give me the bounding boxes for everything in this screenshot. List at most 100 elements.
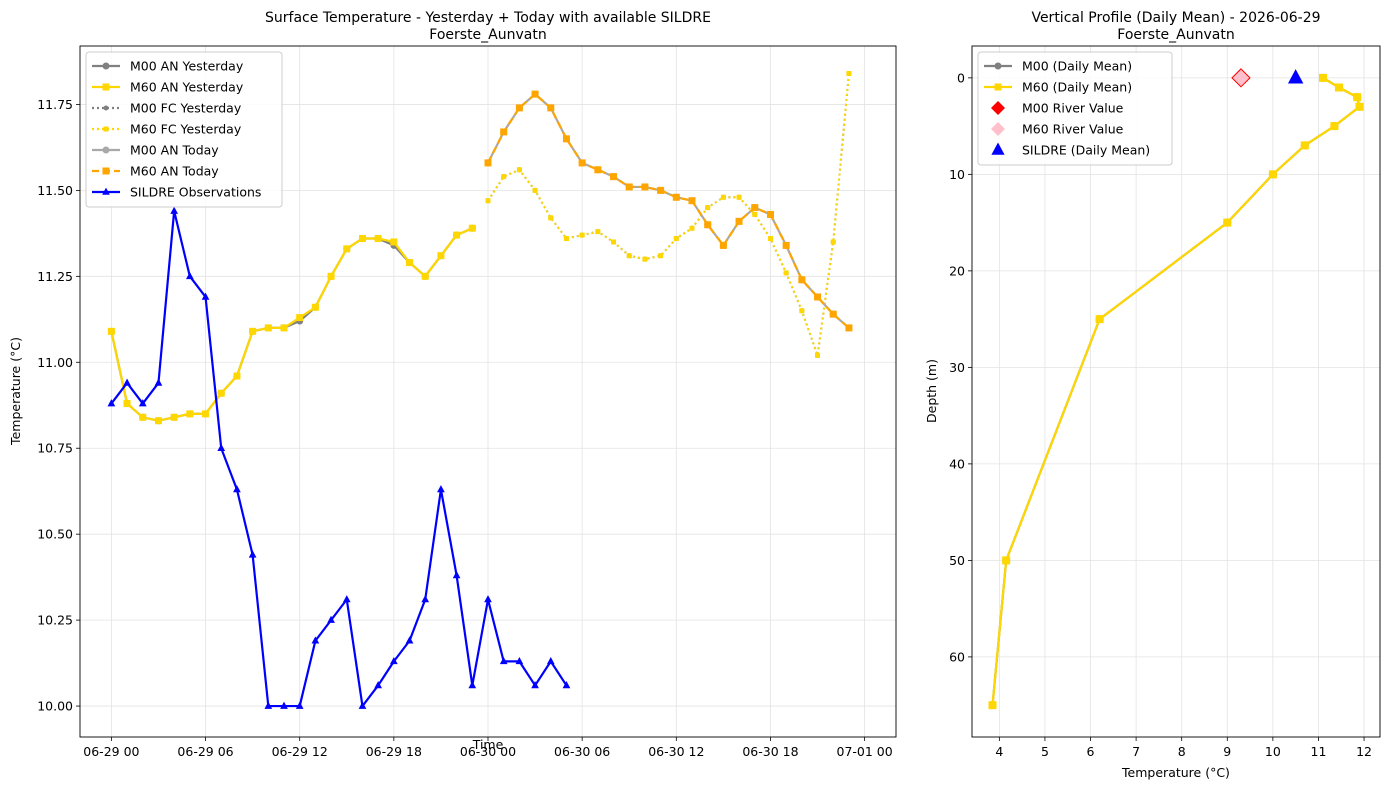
- series-line: [487, 73, 850, 357]
- x-tick-label: 06-29 12: [272, 744, 328, 759]
- y-tick-label: 11.50: [37, 183, 73, 198]
- data-point: [672, 193, 680, 201]
- legend-marker: [103, 126, 109, 132]
- data-point: [311, 303, 319, 311]
- legend-label: M00 River Value: [1022, 101, 1124, 116]
- data-point: [846, 71, 852, 77]
- left-series-group: [107, 71, 853, 709]
- right-series-group: [988, 68, 1364, 710]
- data-point: [405, 636, 414, 644]
- data-point: [1268, 170, 1277, 179]
- data-point: [1355, 102, 1364, 111]
- y-tick-label: 0: [957, 70, 965, 85]
- data-point: [406, 259, 414, 267]
- data-point: [170, 413, 178, 421]
- right-x-axis-label: Temperature (°C): [1121, 765, 1230, 780]
- data-point: [829, 310, 837, 318]
- series-line: [487, 93, 850, 329]
- y-tick-label: 40: [949, 456, 965, 471]
- legend-label: SILDRE Observations: [130, 185, 261, 200]
- data-point: [484, 159, 492, 167]
- data-point: [579, 232, 585, 238]
- data-point: [499, 656, 508, 665]
- data-point: [295, 701, 304, 709]
- x-tick-label: 11: [1311, 744, 1327, 759]
- data-point: [610, 173, 618, 181]
- x-tick-label: 8: [1178, 744, 1186, 759]
- data-point: [154, 417, 162, 425]
- data-point: [688, 197, 696, 205]
- data-point: [594, 166, 602, 174]
- y-tick-label: 30: [949, 360, 965, 375]
- x-tick-label: 12: [1356, 744, 1372, 759]
- series-sildre-observations: [107, 206, 571, 709]
- legend-marker: [991, 122, 1005, 136]
- left-chart-subtitle: Foerste_Aunvatn: [429, 27, 546, 43]
- series-m60-daily-mean: [988, 73, 1364, 710]
- data-point: [720, 194, 726, 200]
- data-point: [343, 245, 351, 253]
- data-point: [186, 410, 194, 418]
- left-chart-title: Surface Temperature - Yesterday + Today …: [265, 10, 711, 26]
- data-point: [201, 292, 210, 300]
- data-point: [484, 595, 492, 603]
- right-legend: M00 (Daily Mean) M60 (Daily Mean) M00 Rive…: [977, 51, 1173, 166]
- data-point: [390, 238, 398, 246]
- data-point: [389, 656, 398, 665]
- legend-marker: [102, 167, 110, 175]
- x-tick-label: 06-30 12: [648, 744, 704, 759]
- data-point: [783, 270, 789, 276]
- data-point: [217, 443, 226, 452]
- data-point: [578, 159, 586, 167]
- data-point: [1353, 93, 1362, 102]
- series-m60-an-yesterday: [107, 224, 476, 425]
- data-point: [641, 183, 649, 191]
- y-tick-label: 10.75: [37, 441, 73, 456]
- legend-label: M00 AN Yesterday: [130, 59, 244, 74]
- data-point: [814, 293, 822, 301]
- legend-label: M00 AN Today: [130, 143, 219, 158]
- data-point: [107, 327, 115, 335]
- data-point: [736, 194, 742, 200]
- data-point: [642, 256, 648, 262]
- legend-label: M00 FC Yesterday: [130, 101, 242, 116]
- data-point: [468, 681, 477, 689]
- y-tick-label: 11.00: [37, 355, 73, 370]
- data-point: [1334, 83, 1343, 92]
- right-ticks: 4 5 6 7 8 9 10 11 12 0 10 20 30 40 50 60: [949, 70, 1372, 759]
- data-point: [988, 701, 997, 710]
- data-point: [532, 187, 538, 193]
- data-point: [704, 221, 712, 229]
- data-point: [217, 389, 225, 397]
- series-m00-fc-yesterday: [485, 71, 852, 358]
- x-tick-label: 9: [1223, 744, 1231, 759]
- data-point: [625, 183, 633, 191]
- data-point: [374, 681, 383, 689]
- left-legend: M00 AN Yesterday M60 AN Yesterday M00 FC Y…: [85, 51, 283, 208]
- legend-marker: [991, 101, 1005, 115]
- data-point: [815, 352, 821, 358]
- data-point: [233, 372, 241, 380]
- data-point: [327, 272, 335, 280]
- data-point: [1223, 218, 1232, 227]
- data-point: [626, 253, 632, 259]
- surface-temperature-chart: Surface Temperature - Yesterday + Today …: [8, 10, 897, 759]
- x-tick-label: 06-29 00: [83, 744, 139, 759]
- series-m00-an-today: [484, 90, 853, 332]
- data-point: [358, 235, 366, 243]
- data-point: [453, 231, 461, 239]
- data-point: [562, 135, 570, 143]
- y-tick-label: 10.50: [37, 527, 73, 542]
- data-point: [531, 681, 539, 689]
- series-line: [991, 76, 1361, 706]
- x-tick-label: 4: [995, 744, 1003, 759]
- data-point: [515, 104, 523, 112]
- series-line: [110, 227, 473, 422]
- data-point: [563, 236, 569, 242]
- legend-label: SILDRE (Daily Mean): [1022, 143, 1150, 158]
- x-tick-label: 06-29 06: [177, 744, 233, 759]
- data-point: [531, 90, 539, 98]
- data-point: [546, 656, 555, 665]
- legend-label: M00 (Daily Mean): [1022, 59, 1132, 74]
- data-point: [515, 656, 524, 665]
